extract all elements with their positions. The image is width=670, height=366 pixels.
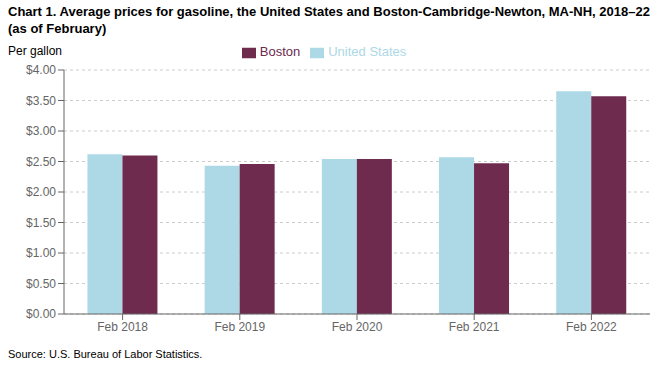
svg-text:Feb 2020: Feb 2020 (332, 320, 383, 334)
svg-text:$2.00: $2.00 (26, 185, 56, 199)
svg-text:Feb 2018: Feb 2018 (97, 320, 148, 334)
svg-text:$3.50: $3.50 (26, 94, 56, 108)
html-text:United States: United States (328, 44, 407, 59)
html-text:Per gallon: Per gallon (8, 44, 62, 58)
html-text:Source: U.S. Bureau of Labor S: Source: U.S. Bureau of Labor Statistics. (8, 348, 203, 360)
svg-text:Feb 2019: Feb 2019 (214, 320, 265, 334)
svg-text:$0.00: $0.00 (26, 307, 56, 321)
svg-text:Feb 2021: Feb 2021 (449, 320, 500, 334)
html-text:Boston: Boston (259, 44, 301, 59)
svg-text:$0.50: $0.50 (26, 277, 56, 291)
svg-text:$4.00: $4.00 (26, 63, 56, 77)
html-text:Chart 1. Average prices for ga: Chart 1. Average prices for gasoline, th… (8, 4, 650, 36)
svg-text:Feb 2022: Feb 2022 (566, 320, 617, 334)
svg-text:$1.00: $1.00 (26, 246, 56, 260)
svg-text:$2.50: $2.50 (26, 155, 56, 169)
svg-text:$3.00: $3.00 (26, 124, 56, 138)
svg-text:$1.50: $1.50 (26, 216, 56, 230)
